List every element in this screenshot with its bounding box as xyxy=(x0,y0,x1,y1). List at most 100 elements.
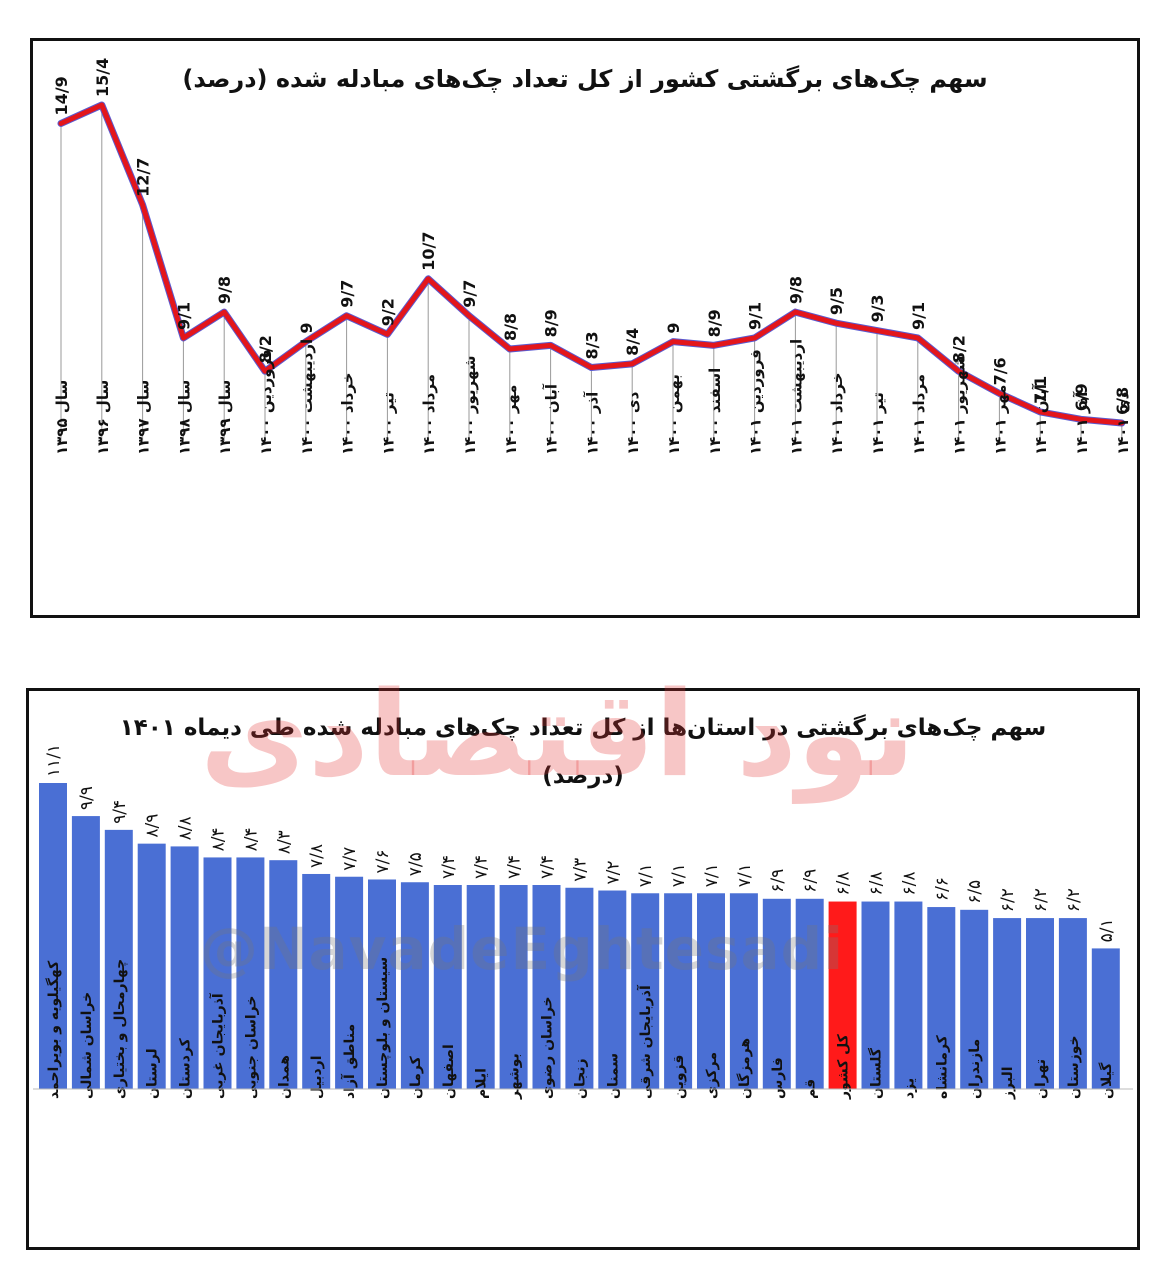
bar-data-label: ۶/۹ xyxy=(768,869,788,893)
bar-category-label: کردستان xyxy=(178,1037,194,1099)
bar xyxy=(137,843,166,1089)
bar-data-label: ۷/۱ xyxy=(735,863,755,887)
data-label: 6/8 xyxy=(1113,387,1132,415)
bar-category-label: هرمزگان xyxy=(736,1038,753,1099)
data-label: 8/2 xyxy=(950,335,969,363)
category-label: اردیبهشت ۱۴۰۱ xyxy=(787,339,805,455)
bar-category-label: اردبیل xyxy=(309,1055,325,1099)
bar-category-label: قزوین xyxy=(671,1055,687,1099)
bar-data-label: ۶/۸ xyxy=(834,872,854,896)
category-label: شهریور ۱۴۰۱ xyxy=(951,355,969,455)
data-label: 9/7 xyxy=(460,280,479,308)
bar xyxy=(39,783,67,1089)
bar-data-label: ۷/۱ xyxy=(669,863,689,887)
bar-data-label: ۶/۸ xyxy=(867,872,887,896)
bar-category-label: البرز xyxy=(1000,1066,1016,1100)
bar-category-label: خراسان شمالی xyxy=(79,992,95,1099)
bar-category-label: مرکزی xyxy=(704,1052,720,1099)
data-label: 9/7 xyxy=(338,280,357,308)
line-chart: 14/9 15/4 12/7 9/1 9/8 8/2 9 9/7 9/2 10/7 9/7 8/8 8/… xyxy=(52,58,1132,455)
bar-category-label: تهران xyxy=(1033,1059,1049,1099)
bar-data-label: ۶/۶ xyxy=(932,877,952,901)
bar-data-label: ۷/۸ xyxy=(307,844,327,868)
bar-category-label: مازندران xyxy=(967,1039,983,1099)
bar-category-label: سمنان xyxy=(605,1053,621,1099)
category-label: خرداد ۱۴۰۱ xyxy=(828,372,846,455)
category-label: اردیبهشت ۱۴۰۰ xyxy=(298,339,316,455)
bar xyxy=(993,918,1022,1089)
bar-category-label: کرمان xyxy=(408,1055,424,1099)
bar-category-label: آذربایجان غربی xyxy=(209,992,227,1099)
data-label: 8/8 xyxy=(501,313,520,341)
category-label: بهمن ۱۴۰۰ xyxy=(665,374,683,455)
bar-category-label: همدان xyxy=(276,1055,292,1099)
category-label: مرداد ۱۴۰۰ xyxy=(420,374,438,455)
bar-data-label: ۹/۴ xyxy=(110,800,130,824)
data-label: 12/7 xyxy=(134,158,153,197)
bar xyxy=(697,893,725,1089)
data-label: 9/3 xyxy=(868,294,887,322)
bar-category-label: بوشهر xyxy=(507,1053,523,1100)
category-label: فروردین ۱۴۰۱ xyxy=(747,349,765,455)
bar-chart: ۱۱/۱ کهگیلویه و بویراحمد ۹/۹ خراسان شمالی ۹/… xyxy=(33,744,1133,1100)
category-label: فروردین ۱۴۰۰ xyxy=(257,349,275,455)
data-label: 10/7 xyxy=(419,232,438,271)
category-label: آذر ۱۴۰۰ xyxy=(583,391,601,455)
bar-category-label: خوزستان xyxy=(1066,1035,1082,1099)
bar xyxy=(894,901,923,1089)
bar-data-label: ۷/۴ xyxy=(472,855,492,879)
bar-data-label: ۶/۲ xyxy=(998,888,1018,912)
bar-data-label: ۷/۳ xyxy=(570,858,590,882)
bar-category-label: کرمانشاه xyxy=(934,1034,950,1099)
bar-chart-subtitle: (درصد) xyxy=(542,763,624,789)
data-label: 8/4 xyxy=(623,328,642,356)
data-label: 6/9 xyxy=(1072,383,1091,411)
bar-data-label: ۸/۳ xyxy=(274,830,294,854)
data-label: 9/8 xyxy=(786,276,805,304)
bar xyxy=(729,893,758,1089)
bar-data-label: ۱۱/۱ xyxy=(44,744,64,777)
bar-data-label: ۸/۴ xyxy=(241,827,261,851)
bar xyxy=(71,816,100,1089)
category-label: سال ۱۳۹۷ xyxy=(135,380,153,455)
bar xyxy=(302,873,331,1089)
bar-data-label: ۷/۶ xyxy=(373,849,393,873)
category-label: آبان ۱۴۰۰ xyxy=(543,383,561,455)
bar-category-label: مناطق آزاد xyxy=(340,1024,358,1099)
bar-category-label: خراسان جنوبی xyxy=(243,996,259,1099)
bar-data-label: ۷/۲ xyxy=(603,861,623,885)
data-label: 9/1 xyxy=(909,302,928,330)
bar-data-label: ۶/۲ xyxy=(1064,888,1084,912)
bar xyxy=(598,890,627,1089)
category-label: مهر ۱۴۰۱ xyxy=(991,385,1009,455)
data-label: 9/1 xyxy=(174,302,193,330)
bar xyxy=(400,882,429,1089)
category-label: اسفند ۱۴۰۰ xyxy=(706,368,724,455)
bar-category-label: لرستان xyxy=(145,1048,161,1099)
bar xyxy=(927,907,956,1089)
bar-data-label: ۷/۱ xyxy=(636,863,656,887)
category-label: شهریور ۱۴۰۰ xyxy=(461,355,479,455)
bar-category-label: خراسان رضوی xyxy=(540,996,556,1099)
bar xyxy=(236,857,265,1089)
bar-highlight xyxy=(828,901,857,1089)
bar xyxy=(269,860,298,1089)
bar-data-label: ۵/۱ xyxy=(1097,918,1117,942)
category-label: سال ۱۳۹۶ xyxy=(94,380,112,455)
bar-data-label: ۷/۴ xyxy=(439,855,459,879)
bar-category-label: کل کشور xyxy=(836,1033,852,1100)
bar xyxy=(795,898,824,1089)
data-label: 15/4 xyxy=(93,58,112,97)
bar-data-label: ۸/۸ xyxy=(176,816,196,840)
data-label: 8/2 xyxy=(256,335,275,363)
bar-category-label: آذربایجان شرقی xyxy=(636,984,654,1099)
bar xyxy=(1026,918,1054,1089)
category-label: مرداد ۱۴۰۱ xyxy=(910,374,928,455)
data-label: 14/9 xyxy=(52,76,71,115)
category-label: تیر ۱۴۰۱ xyxy=(869,392,887,455)
bar xyxy=(499,885,528,1089)
category-label: خرداد ۱۴۰۰ xyxy=(339,372,357,455)
bar xyxy=(861,901,890,1089)
bar xyxy=(433,885,462,1089)
bar xyxy=(565,887,594,1089)
